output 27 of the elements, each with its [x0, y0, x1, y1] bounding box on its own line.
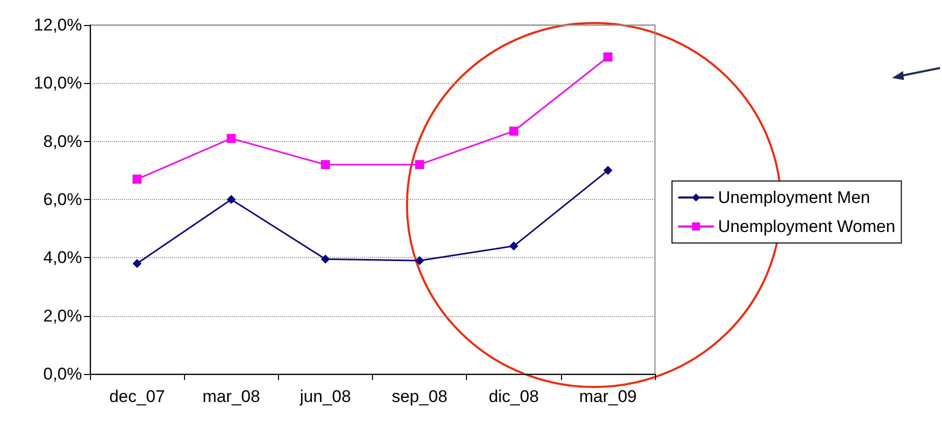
x-tick-label: mar_08 [202, 387, 260, 406]
legend-label: Unemployment Men [718, 188, 870, 207]
point [132, 174, 142, 184]
y-tick-label: 2,0% [43, 306, 82, 326]
x-tick-label: dic_08 [488, 387, 539, 406]
point [226, 134, 236, 143]
x-tick-label: jun_08 [298, 387, 351, 406]
point [132, 258, 142, 268]
y-tick-label: 10,0% [34, 74, 82, 93]
point [320, 160, 330, 170]
point [226, 195, 236, 204]
x-tick-label: sep_08 [392, 387, 448, 406]
x-tick-label: mar_09 [579, 387, 637, 406]
point [509, 242, 518, 251]
point [320, 254, 330, 264]
y-tick-label: 4,0% [43, 248, 82, 268]
y-tick-label: 8,0% [43, 132, 82, 151]
x-tick-label: dec_07 [109, 387, 165, 406]
y-tick-label: 6,0% [43, 190, 82, 209]
point [603, 52, 612, 62]
point [415, 160, 424, 170]
y-tick-label: 0,0% [43, 364, 82, 384]
legend-label: Unemployment Women [718, 217, 896, 236]
point [603, 166, 612, 175]
point [509, 126, 518, 136]
y-tick-label: 12,0% [34, 16, 82, 34]
point [415, 256, 424, 266]
